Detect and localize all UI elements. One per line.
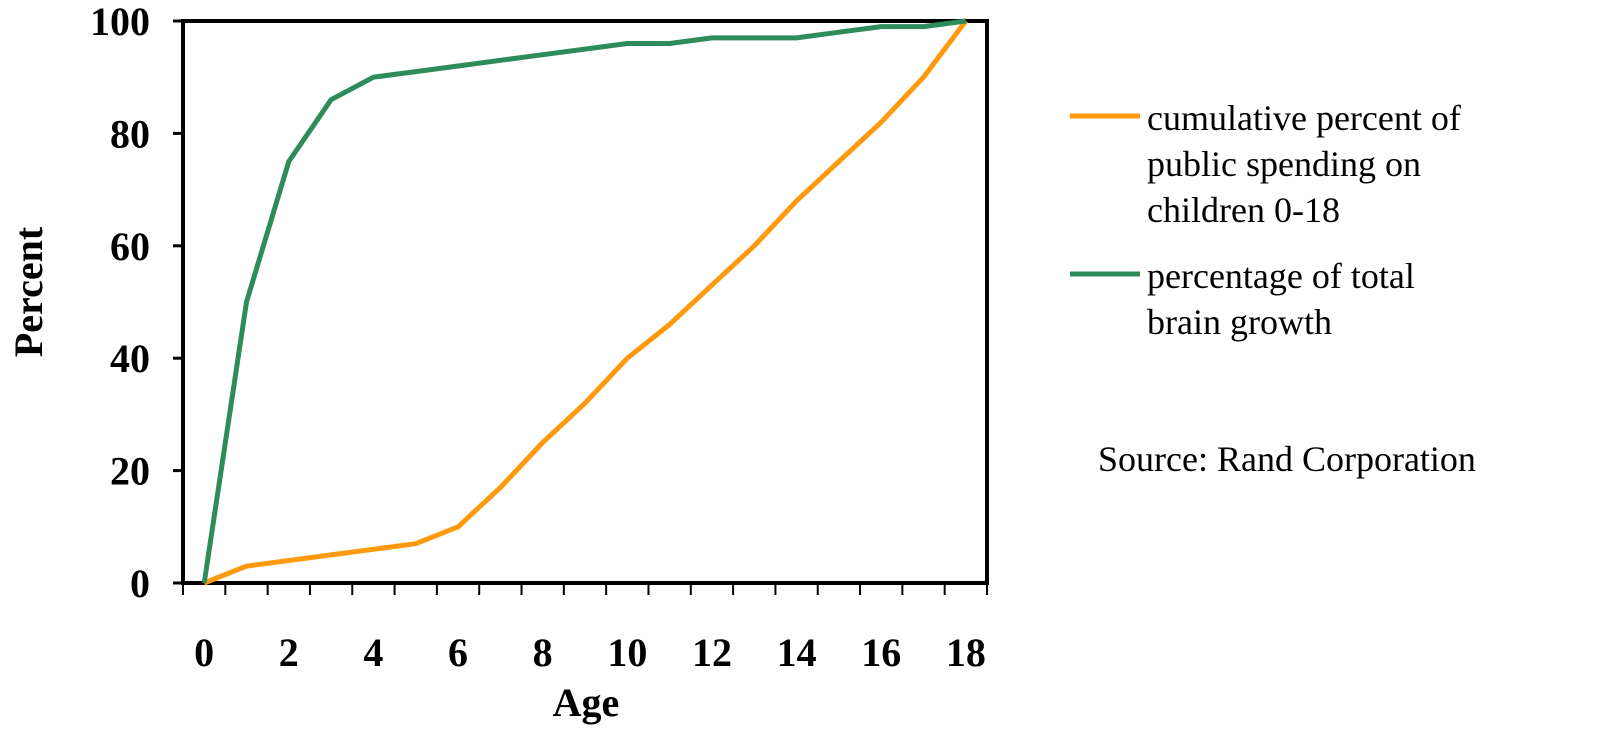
x-tick-label: 4	[363, 630, 383, 675]
x-tick-label: 6	[448, 630, 468, 675]
series-line-2	[201, 18, 967, 584]
source-annotation: Source: Rand Corporation	[1098, 439, 1476, 479]
legend-label-2: brain growth	[1147, 302, 1332, 342]
x-tick-label: 2	[279, 630, 299, 675]
plot-frame	[181, 19, 989, 585]
series-line-1	[203, 19, 968, 586]
y-tick-label: 100	[90, 0, 150, 44]
x-tick-label: 10	[607, 630, 647, 675]
legend-label-1: public spending on	[1147, 144, 1421, 184]
x-tick-label: 16	[861, 630, 901, 675]
x-tick-label: 12	[692, 630, 732, 675]
y-tick-label: 60	[110, 224, 150, 269]
x-tick-label: 14	[777, 630, 817, 675]
y-tick-label: 0	[130, 561, 150, 606]
y-tick-label: 40	[110, 336, 150, 381]
x-tick-label: 8	[533, 630, 553, 675]
x-axis-title: Age	[553, 680, 620, 725]
y-tick-label: 80	[110, 111, 150, 156]
legend-label-1: children 0-18	[1147, 190, 1340, 230]
y-axis-title: Percent	[6, 226, 51, 357]
legend-label-1: cumulative percent of	[1147, 98, 1461, 138]
y-tick-label: 20	[110, 449, 150, 494]
x-tick-label: 18	[946, 630, 986, 675]
x-tick-label: 0	[194, 630, 214, 675]
legend-label-2: percentage of total	[1147, 256, 1415, 296]
